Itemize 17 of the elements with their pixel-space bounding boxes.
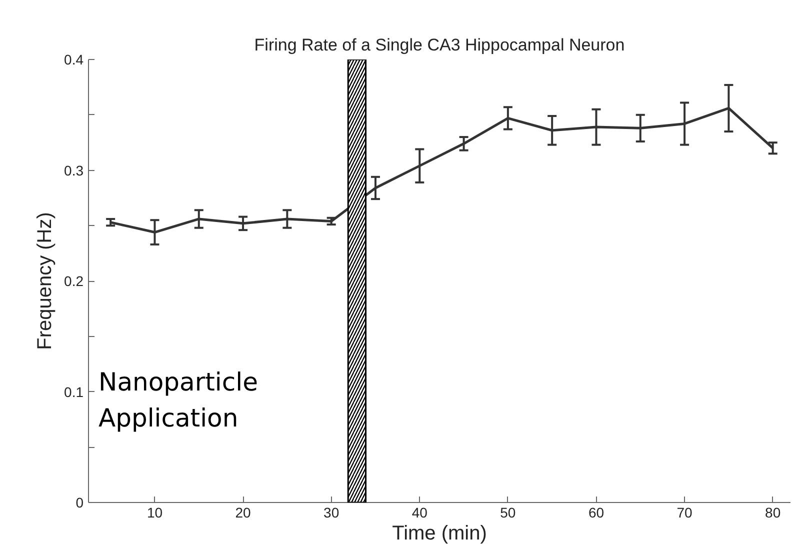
x-tick-label: 20: [235, 504, 252, 520]
y-tick-label: 0: [76, 494, 84, 510]
annotation: Nanoparticle Application: [98, 367, 258, 432]
x-tick-label: 70: [676, 504, 693, 520]
x-tick-label: 40: [412, 504, 428, 520]
x-tick-label: 80: [765, 504, 781, 520]
y-tick-label: 0.2: [64, 273, 84, 289]
y-tick-label: 0.1: [64, 384, 84, 400]
y-axis-title: Frequency (Hz): [34, 212, 56, 350]
y-tick-label: 0.3: [64, 162, 84, 178]
chart-title: Firing Rate of a Single CA3 Hippocampal Neuron: [254, 36, 625, 54]
x-tick-label: 60: [588, 504, 604, 520]
y-tick-label: 0.4: [64, 52, 84, 68]
x-axis-title: Time (min): [392, 522, 487, 544]
x-tick-label: 10: [146, 504, 163, 520]
x-tick-label: 30: [324, 504, 340, 520]
x-tick-label: 50: [500, 504, 516, 520]
